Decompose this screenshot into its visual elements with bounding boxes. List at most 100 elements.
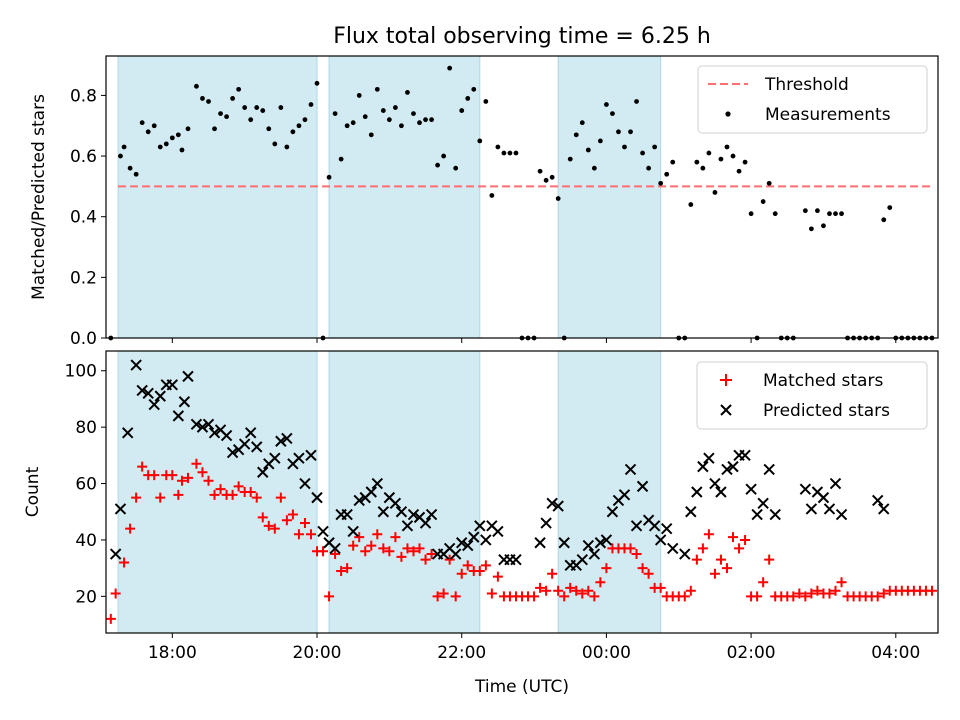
measurement-point [179, 147, 185, 153]
matched-star-point [257, 512, 268, 523]
measurement-point [579, 120, 585, 126]
matched-star-point [691, 554, 702, 565]
matched-star-point [348, 540, 359, 551]
measurement-point [640, 150, 645, 156]
predicted-stars-points [109, 359, 890, 572]
measurement-point [139, 120, 145, 126]
x-axis-label: Time (UTC) [474, 677, 569, 697]
predicted-star-point [558, 537, 570, 549]
matched-star-point [824, 588, 835, 599]
matched-star-point [631, 549, 642, 560]
measurement-point [435, 162, 440, 168]
measurement-point [760, 199, 766, 204]
measurement-point [833, 211, 838, 217]
predicted-star-point [648, 520, 661, 532]
measurement-point [163, 141, 169, 147]
top-y-ticks: 0.0 0.2 0.4 0.6 0.8 [70, 86, 106, 349]
matched-star-point [553, 585, 564, 596]
y-tick-label: 0.2 [70, 268, 97, 288]
predicted-star-point [805, 503, 818, 515]
measurement-point [597, 138, 603, 144]
matched-star-point [565, 582, 576, 593]
matched-star-point [299, 518, 310, 529]
matched-star-point [450, 591, 461, 602]
predicted-star-point [582, 539, 595, 552]
measurement-point [622, 144, 627, 150]
matched-star-point [703, 529, 714, 540]
measurement-point [254, 105, 260, 110]
measurement-point [127, 165, 133, 171]
matched-star-point [281, 515, 292, 526]
matched-star-point [492, 571, 503, 582]
matched-star-point [595, 577, 606, 588]
measurement-point [501, 150, 507, 156]
predicted-star-point [630, 520, 643, 532]
matched-star-point [637, 563, 648, 574]
measurement-point [567, 156, 573, 162]
predicted-star-point [679, 548, 691, 560]
predicted-star-point [395, 506, 408, 518]
measurement-point [634, 99, 639, 104]
predicted-star-point [202, 418, 215, 431]
measurement-point [212, 126, 217, 132]
predicted-star-point [468, 531, 480, 543]
measurement-point [483, 99, 489, 104]
matched-star-point [149, 470, 160, 481]
matched-star-point [456, 568, 467, 579]
predicted-star-point [480, 534, 492, 546]
measurement-point [549, 174, 555, 180]
measurement-point [423, 117, 428, 123]
measurement-point [386, 117, 392, 123]
measurement-point [447, 65, 453, 71]
measurement-point [821, 223, 826, 229]
legend-matched-swatch [720, 374, 732, 386]
measurement-point [314, 80, 320, 86]
measurement-point [157, 144, 163, 150]
measurement-point [169, 135, 175, 141]
matched-star-point [182, 472, 193, 483]
measurement-point [748, 211, 754, 217]
matched-star-point [105, 613, 116, 624]
predicted-star-point [311, 491, 323, 504]
measurement-point [248, 117, 254, 123]
measurement-point [652, 144, 658, 150]
measurement-point [555, 196, 561, 201]
matched-star-point [872, 591, 883, 602]
measurement-point [405, 89, 410, 95]
predicted-star-point [817, 491, 830, 504]
predicted-star-point [691, 486, 703, 498]
predicted-star-point [269, 452, 281, 464]
predicted-star-point [462, 539, 474, 552]
measurement-point [887, 205, 893, 211]
predicted-star-point [130, 359, 142, 371]
measurement-point [441, 153, 447, 159]
predicted-star-point [624, 463, 637, 476]
shaded-interval [117, 55, 318, 339]
measurement-point [543, 177, 549, 183]
measurement-point [628, 129, 633, 135]
matched-star-point [125, 523, 136, 534]
predicted-star-point [371, 477, 384, 490]
matched-star-point [110, 588, 121, 599]
measurement-point [411, 111, 416, 117]
predicted-star-point [727, 460, 739, 473]
measurement-point [145, 129, 151, 135]
matched-star-point [263, 520, 274, 531]
measurement-point [118, 153, 123, 159]
matched-star-point [336, 565, 347, 576]
matched-star-point [227, 489, 238, 500]
shaded-interval [557, 55, 662, 339]
measurement-point [200, 96, 205, 101]
predicted-star-point [685, 506, 697, 518]
measurement-point [242, 105, 248, 110]
x-tick-label: 22:00 [437, 643, 486, 663]
measurement-point [610, 111, 615, 117]
matched-star-point [191, 458, 202, 469]
predicted-star-point [715, 486, 727, 498]
predicted-star-point [208, 427, 221, 439]
predicted-star-point [347, 525, 359, 538]
measurement-point [839, 211, 844, 217]
matched-star-point [119, 557, 130, 568]
matched-star-point [245, 487, 256, 497]
matched-star-point [390, 532, 401, 543]
